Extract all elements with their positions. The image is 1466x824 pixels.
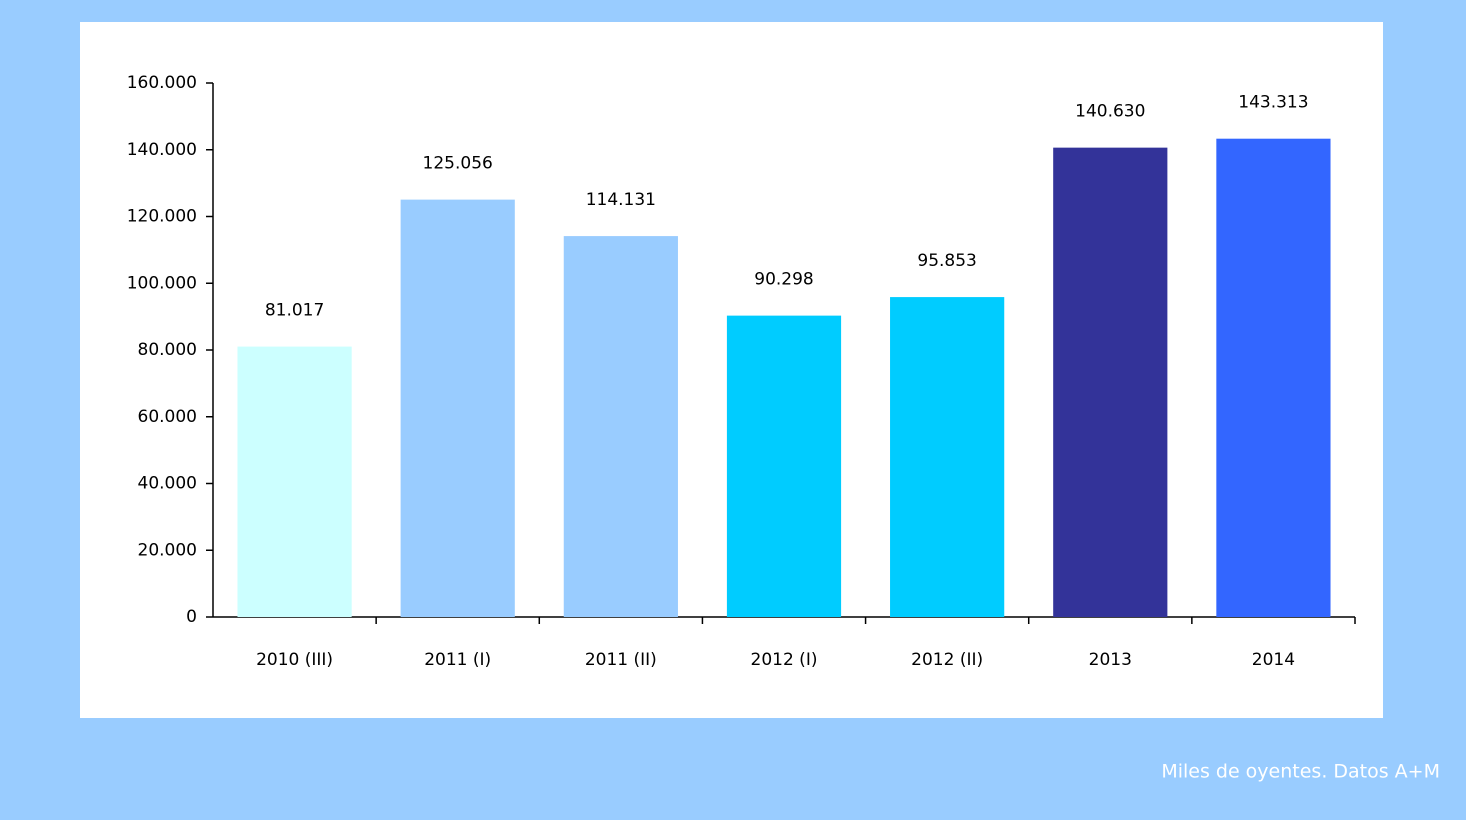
y-tick-label: 140.000 [127,140,197,160]
x-tick-label: 2014 [1252,650,1295,670]
y-tick-label: 160.000 [127,73,197,93]
x-tick-label: 2012 (I) [751,650,818,670]
x-tick-label: 2010 (III) [256,650,333,670]
y-tick-label: 80.000 [138,340,197,360]
data-label: 143.313 [1238,93,1308,113]
bar [1053,147,1168,617]
data-label: 81.017 [265,301,324,321]
data-label: 125.056 [423,154,493,174]
x-tick-label: 2011 (I) [424,650,491,670]
data-label: 140.630 [1075,102,1145,122]
data-label: 95.853 [917,251,976,271]
bar [237,346,352,617]
annotation: Miles de oyentes. Datos A+M [1161,761,1440,783]
bar [726,315,842,617]
y-tick-label: 20.000 [138,540,197,560]
y-tick-label: 0 [186,607,197,627]
data-label: 114.131 [586,190,656,210]
bar [563,236,678,618]
y-tick-label: 60.000 [138,407,197,427]
bar [890,297,1005,617]
bar [1216,138,1331,617]
y-tick-label: 100.000 [127,273,197,293]
data-label: 90.298 [754,270,813,290]
y-tick-label: 120.000 [127,207,197,227]
y-tick-label: 40.000 [138,474,197,494]
bar [400,199,515,617]
x-tick-label: 2011 (II) [585,650,657,670]
x-tick-label: 2013 [1089,650,1132,670]
x-tick-label: 2012 (II) [911,650,983,670]
